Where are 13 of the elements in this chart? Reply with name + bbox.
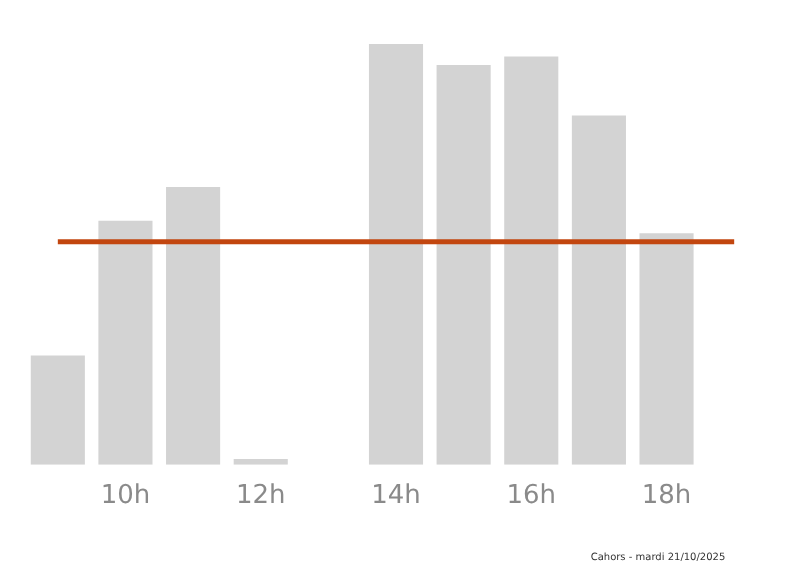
x-tick-label: 14h bbox=[371, 481, 421, 512]
x-tick-label: 10h bbox=[100, 481, 151, 512]
bar bbox=[436, 65, 491, 465]
bar bbox=[639, 233, 694, 465]
x-tick-label: 16h bbox=[506, 481, 557, 512]
bar bbox=[368, 44, 424, 465]
bar bbox=[98, 220, 153, 465]
x-tick-label: 12h bbox=[235, 481, 286, 512]
x-tick-label: 18h bbox=[641, 481, 692, 512]
bar bbox=[166, 187, 221, 465]
bar bbox=[571, 115, 626, 465]
bar bbox=[30, 355, 85, 465]
bar bbox=[504, 56, 559, 465]
